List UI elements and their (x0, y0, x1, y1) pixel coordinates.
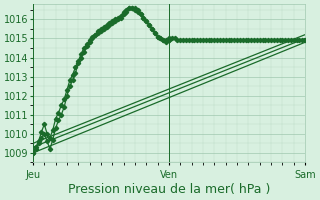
X-axis label: Pression niveau de la mer( hPa ): Pression niveau de la mer( hPa ) (68, 183, 270, 196)
